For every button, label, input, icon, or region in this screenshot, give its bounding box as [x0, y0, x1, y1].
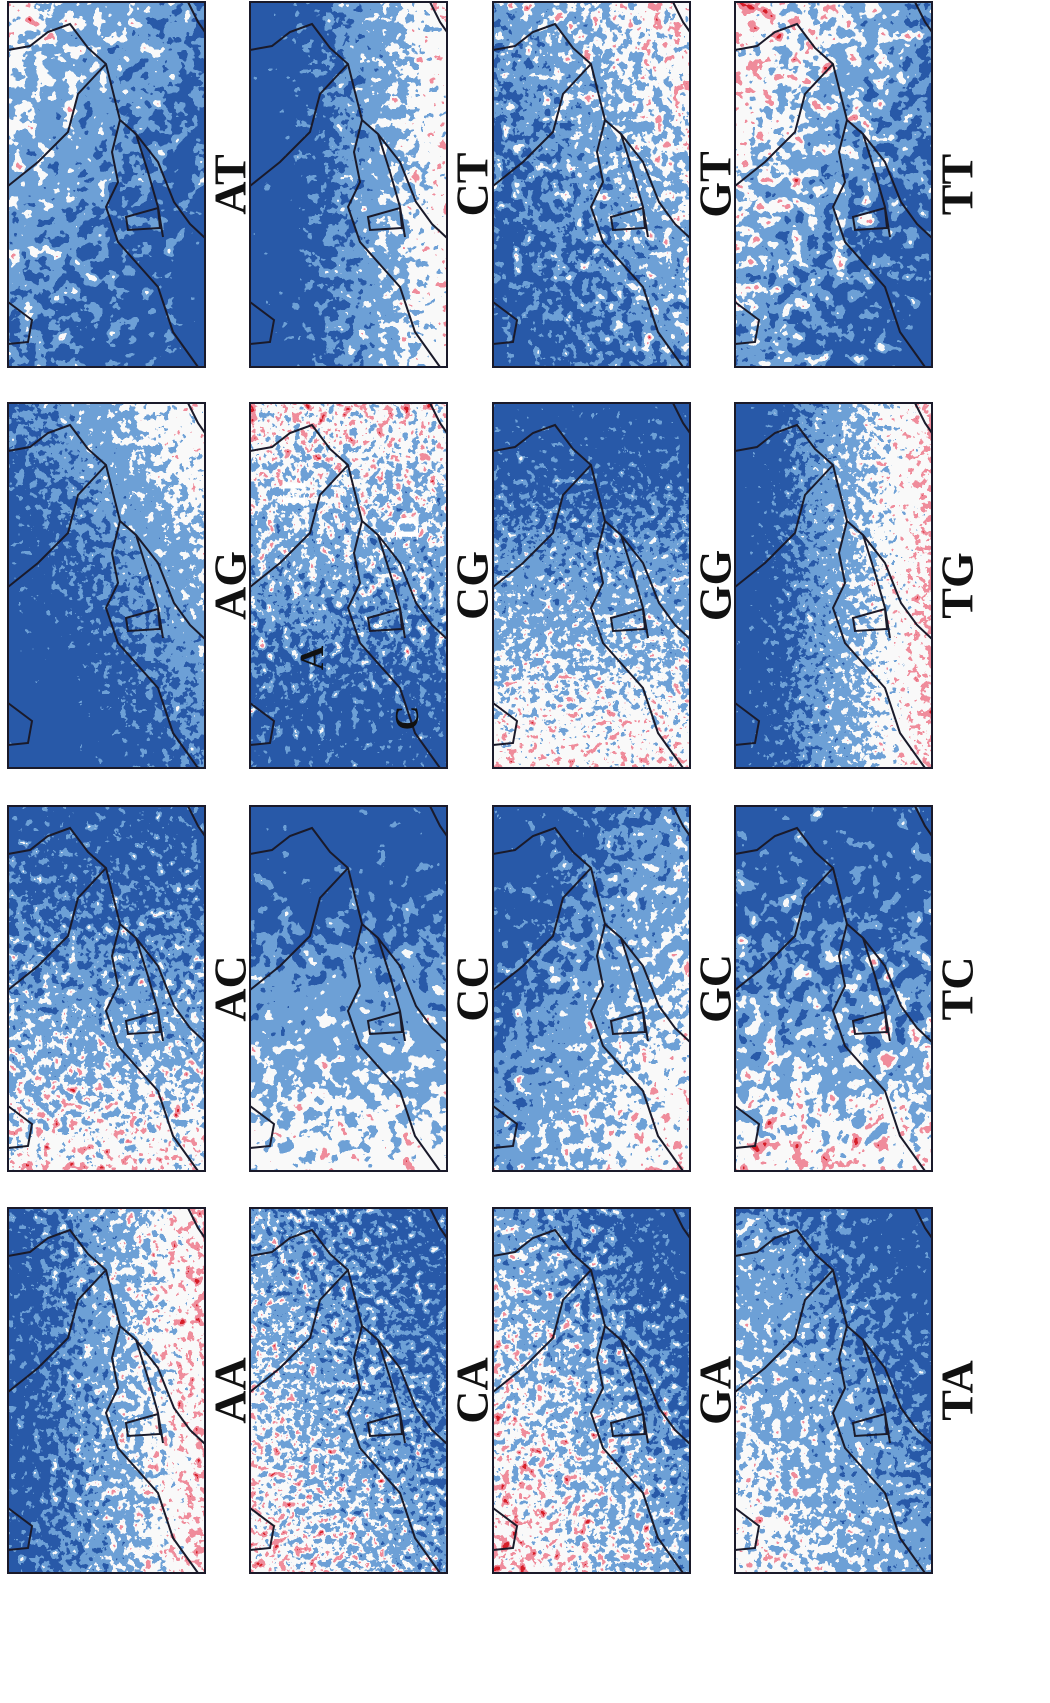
panel-label: CA — [447, 1357, 498, 1423]
panel-label: AG — [205, 551, 256, 620]
panel-label: TT — [932, 154, 983, 215]
heatmap — [8, 806, 205, 1171]
panel-label: TG — [932, 552, 983, 618]
panel: TC — [735, 806, 983, 1171]
panel: GA — [493, 1208, 741, 1573]
panel: GT — [493, 2, 741, 367]
panel: TA — [735, 1208, 983, 1573]
region-label: H — [276, 480, 313, 506]
panel: TT — [735, 2, 983, 367]
heatmap — [493, 806, 690, 1171]
heatmap — [8, 1208, 205, 1573]
panel-label: TA — [932, 1360, 983, 1421]
heatmap — [735, 1208, 932, 1573]
panel-label: AA — [205, 1357, 256, 1423]
panel: CG H D A C — [250, 403, 498, 768]
panel-label: AT — [205, 154, 256, 215]
panel: CC — [250, 806, 498, 1171]
panel: GG — [493, 403, 741, 768]
panel-label: GC — [690, 954, 741, 1023]
region-label: D — [389, 516, 426, 541]
heatmap — [250, 2, 447, 367]
panel-label: CG — [447, 551, 498, 620]
panel-label: CC — [447, 955, 498, 1021]
heatmap — [493, 2, 690, 367]
panel-label: TC — [932, 957, 983, 1021]
heatmap — [8, 403, 205, 768]
panel: AA — [8, 1208, 256, 1573]
heatmap — [735, 403, 932, 768]
heatmap — [250, 806, 447, 1171]
panel: AT — [8, 2, 256, 367]
figure: AAACAGATCACCCGHDACCTGAGCGGGTTATCTGTT — [0, 0, 1050, 1703]
panel-label: AC — [205, 955, 256, 1021]
heatmap — [493, 403, 690, 768]
panel-label: GT — [690, 151, 741, 217]
heatmap — [493, 1208, 690, 1573]
panel: AG — [8, 403, 256, 768]
region-label: A — [294, 645, 331, 670]
heatmap — [735, 2, 932, 367]
panel: CT — [250, 2, 498, 367]
panel-label: GG — [690, 550, 741, 622]
panel: CA — [250, 1208, 498, 1573]
heatmap — [8, 2, 205, 367]
panel: AC — [8, 806, 256, 1171]
heatmap — [250, 1208, 447, 1573]
panel-label: GA — [690, 1356, 741, 1425]
region-label: C — [389, 706, 426, 731]
panel: TG — [735, 403, 983, 768]
panel: GC — [493, 806, 741, 1171]
panel-label: CT — [447, 153, 498, 217]
heatmap — [735, 806, 932, 1171]
